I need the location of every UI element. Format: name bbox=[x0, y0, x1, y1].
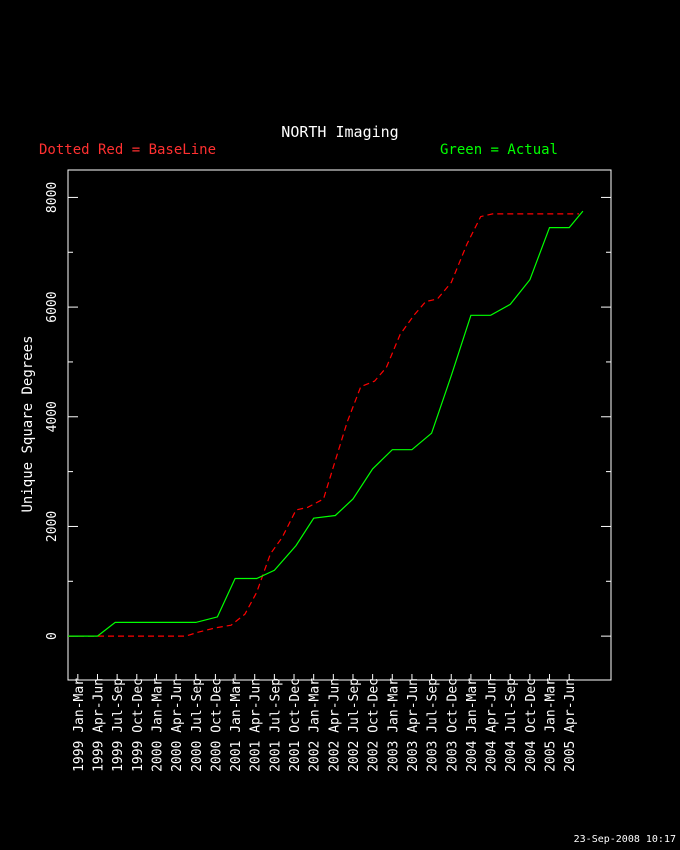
y-tick-label: 2000 bbox=[45, 511, 60, 542]
legend-baseline: Dotted Red = BaseLine bbox=[39, 142, 216, 158]
x-tick-label: 2002 Jan-Mar bbox=[308, 678, 323, 772]
x-tick-label: 2001 Jul-Sep bbox=[268, 678, 283, 772]
x-tick-label: 1999 Oct-Dec bbox=[131, 678, 146, 772]
x-tick-label: 2003 Jul-Sep bbox=[426, 678, 441, 772]
x-tick-label: 2005 Jan-Mar bbox=[544, 678, 559, 772]
x-tick-label: 2003 Jan-Mar bbox=[386, 678, 401, 772]
y-tick-label: 0 bbox=[45, 632, 60, 640]
x-tick-label: 2004 Jul-Sep bbox=[504, 678, 519, 772]
timestamp: 23-Sep-2008 10:17 bbox=[574, 834, 676, 845]
series-line-actual bbox=[68, 210, 584, 637]
x-tick-label: 2000 Apr-Jun bbox=[170, 678, 185, 772]
x-tick-label: 2005 Apr-Jun bbox=[563, 678, 578, 772]
legend-actual: Green = Actual bbox=[440, 142, 558, 158]
x-tick-label: 1999 Apr-Jun bbox=[91, 678, 106, 772]
x-tick-label: 2001 Apr-Jun bbox=[249, 678, 264, 772]
x-tick-label: 2004 Jan-Mar bbox=[465, 678, 480, 772]
x-tick-label: 2002 Apr-Jun bbox=[327, 678, 342, 772]
x-tick-label: 2000 Jan-Mar bbox=[150, 678, 165, 772]
x-tick-label: 2002 Oct-Dec bbox=[367, 678, 382, 772]
y-tick-label: 6000 bbox=[45, 291, 60, 322]
x-tick-label: 2004 Apr-Jun bbox=[485, 678, 500, 772]
y-axis-label: Unique Square Degrees bbox=[20, 335, 36, 512]
x-tick-label: 2002 Jul-Sep bbox=[347, 678, 362, 772]
x-tick-label: 2000 Oct-Dec bbox=[209, 678, 224, 772]
x-tick-label: 2003 Oct-Dec bbox=[445, 678, 460, 772]
x-tick-label: 2000 Jul-Sep bbox=[190, 678, 205, 772]
x-tick-label: 2004 Oct-Dec bbox=[524, 678, 539, 772]
y-tick-label: 4000 bbox=[45, 401, 60, 432]
plot-frame bbox=[67, 169, 612, 681]
x-tick-label: 1999 Jul-Sep bbox=[111, 678, 126, 772]
series-line-baseline bbox=[68, 213, 579, 637]
y-tick-label: 8000 bbox=[45, 182, 60, 213]
chart-title: NORTH Imaging bbox=[281, 123, 398, 141]
x-tick-label: 2001 Oct-Dec bbox=[288, 678, 303, 772]
x-tick-label: 2001 Jan-Mar bbox=[229, 678, 244, 772]
x-tick-label: 2003 Apr-Jun bbox=[406, 678, 421, 772]
x-tick-label: 1999 Jan-Mar bbox=[72, 678, 87, 772]
